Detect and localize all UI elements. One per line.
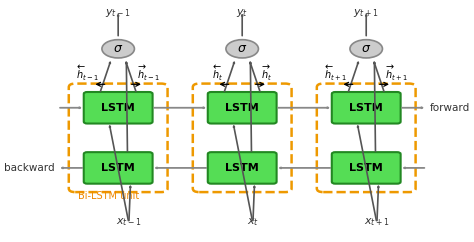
- Text: $\sigma$: $\sigma$: [113, 42, 123, 55]
- Text: Bi-LSTM unit: Bi-LSTM unit: [78, 191, 139, 201]
- Text: forward: forward: [429, 103, 470, 113]
- Text: $x_{t+1}$: $x_{t+1}$: [364, 216, 390, 228]
- Circle shape: [102, 40, 135, 58]
- Text: $\overleftarrow{h}_{t-1}$: $\overleftarrow{h}_{t-1}$: [76, 64, 99, 83]
- Text: $\sigma$: $\sigma$: [237, 42, 247, 55]
- Text: $\overrightarrow{h}_{t-1}$: $\overrightarrow{h}_{t-1}$: [137, 64, 160, 83]
- Text: $\overleftarrow{h}_{t+1}$: $\overleftarrow{h}_{t+1}$: [324, 64, 347, 83]
- Circle shape: [350, 40, 383, 58]
- Text: $\overleftarrow{h}_t$: $\overleftarrow{h}_t$: [212, 64, 223, 83]
- FancyBboxPatch shape: [208, 92, 277, 123]
- Text: $x_t$: $x_t$: [247, 216, 259, 228]
- Text: $y_t$: $y_t$: [236, 7, 248, 19]
- Text: LSTM: LSTM: [101, 103, 135, 113]
- Text: $y_{t-1}$: $y_{t-1}$: [105, 7, 131, 19]
- Text: LSTM: LSTM: [349, 103, 383, 113]
- Text: $x_{t-1}$: $x_{t-1}$: [116, 216, 142, 228]
- Text: $\overrightarrow{h}_t$: $\overrightarrow{h}_t$: [262, 64, 273, 83]
- FancyBboxPatch shape: [208, 152, 277, 184]
- Text: $\sigma$: $\sigma$: [361, 42, 371, 55]
- Text: backward: backward: [4, 163, 55, 173]
- FancyBboxPatch shape: [84, 92, 153, 123]
- FancyBboxPatch shape: [332, 152, 401, 184]
- FancyBboxPatch shape: [84, 152, 153, 184]
- Text: $y_{t+1}$: $y_{t+1}$: [353, 7, 379, 19]
- Circle shape: [226, 40, 258, 58]
- Text: LSTM: LSTM: [225, 103, 259, 113]
- Text: $\overrightarrow{h}_{t+1}$: $\overrightarrow{h}_{t+1}$: [385, 64, 409, 83]
- Text: LSTM: LSTM: [225, 163, 259, 173]
- FancyBboxPatch shape: [332, 92, 401, 123]
- Text: LSTM: LSTM: [101, 163, 135, 173]
- Text: LSTM: LSTM: [349, 163, 383, 173]
